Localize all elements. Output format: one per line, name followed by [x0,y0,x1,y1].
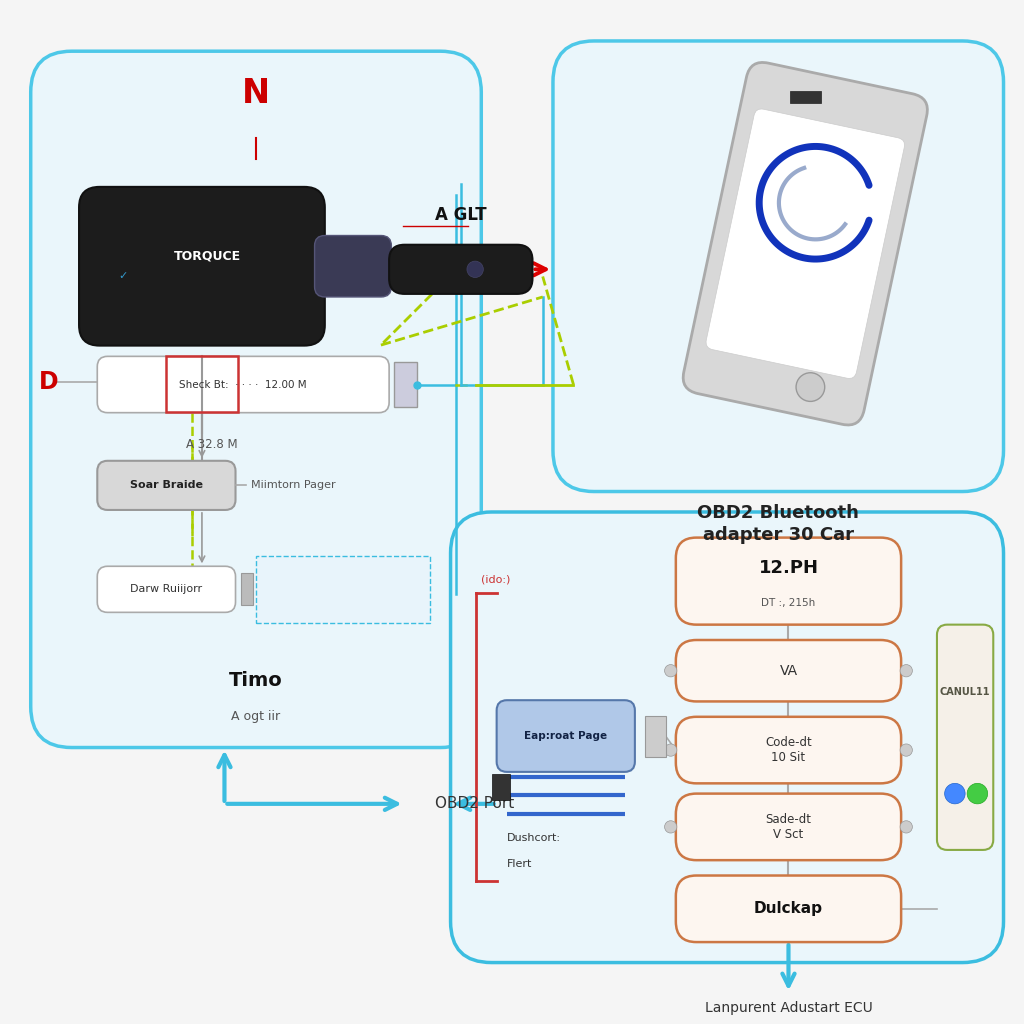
FancyBboxPatch shape [683,62,928,425]
Bar [790,91,820,103]
Circle shape [796,373,824,401]
Text: Timo: Timo [229,672,283,690]
Text: Soar Braide: Soar Braide [130,480,203,490]
FancyBboxPatch shape [676,794,901,860]
Text: A GLT: A GLT [435,206,486,224]
FancyBboxPatch shape [97,461,236,510]
Text: 12.PH: 12.PH [759,559,818,578]
FancyBboxPatch shape [676,876,901,942]
Text: Dushcort:: Dushcort: [507,834,561,844]
FancyBboxPatch shape [31,51,481,748]
FancyBboxPatch shape [79,186,325,345]
FancyBboxPatch shape [451,512,1004,963]
Bar [166,355,238,412]
Circle shape [900,821,912,834]
FancyBboxPatch shape [97,566,236,612]
Circle shape [665,665,677,677]
FancyBboxPatch shape [676,538,901,625]
Bar [256,556,430,623]
Text: OBD2 Port: OBD2 Port [435,797,514,811]
Circle shape [665,743,677,756]
FancyBboxPatch shape [937,625,993,850]
FancyBboxPatch shape [389,245,532,294]
Text: N: N [242,77,270,110]
Text: Dulckap: Dulckap [754,901,823,916]
Text: D: D [39,370,58,394]
FancyBboxPatch shape [553,41,1004,492]
Text: TORQUCE: TORQUCE [173,250,241,262]
Circle shape [665,821,677,834]
Text: CANUL11: CANUL11 [940,687,990,697]
Bar [645,716,666,757]
Text: Sade-dt
V Sct: Sade-dt V Sct [766,813,811,841]
Text: VA: VA [779,664,798,678]
Text: Miimtorn Pager: Miimtorn Pager [251,480,336,490]
Circle shape [967,783,988,804]
Bar [492,774,510,800]
Text: ✓: ✓ [119,271,128,282]
Bar [241,573,253,605]
Text: A 32.8 M: A 32.8 M [186,437,238,451]
Text: Flert: Flert [507,859,532,869]
FancyBboxPatch shape [97,356,389,413]
Circle shape [944,783,965,804]
Text: Code-dt
10 Sit: Code-dt 10 Sit [765,736,812,764]
FancyBboxPatch shape [314,236,391,297]
Circle shape [900,743,912,756]
Text: Eap:roat Page: Eap:roat Page [524,731,607,741]
Circle shape [467,261,483,278]
Bar [394,362,417,408]
Circle shape [900,665,912,677]
Text: OBD2 Bluetooth
adapter 30 Car: OBD2 Bluetooth adapter 30 Car [697,504,859,544]
FancyBboxPatch shape [676,717,901,783]
Text: Darw Ruiijorr: Darw Ruiijorr [130,585,203,594]
FancyBboxPatch shape [676,640,901,701]
Text: DT :, 215h: DT :, 215h [762,598,815,608]
FancyBboxPatch shape [497,700,635,772]
Text: Sheck Bt:  · · · ·  12.00 M: Sheck Bt: · · · · 12.00 M [179,380,307,389]
FancyBboxPatch shape [706,109,904,379]
Text: Lanpurent Adustart ECU: Lanpurent Adustart ECU [705,1001,872,1016]
Text: A ogt iir: A ogt iir [231,711,281,723]
Text: (ido:): (ido:) [481,574,511,585]
